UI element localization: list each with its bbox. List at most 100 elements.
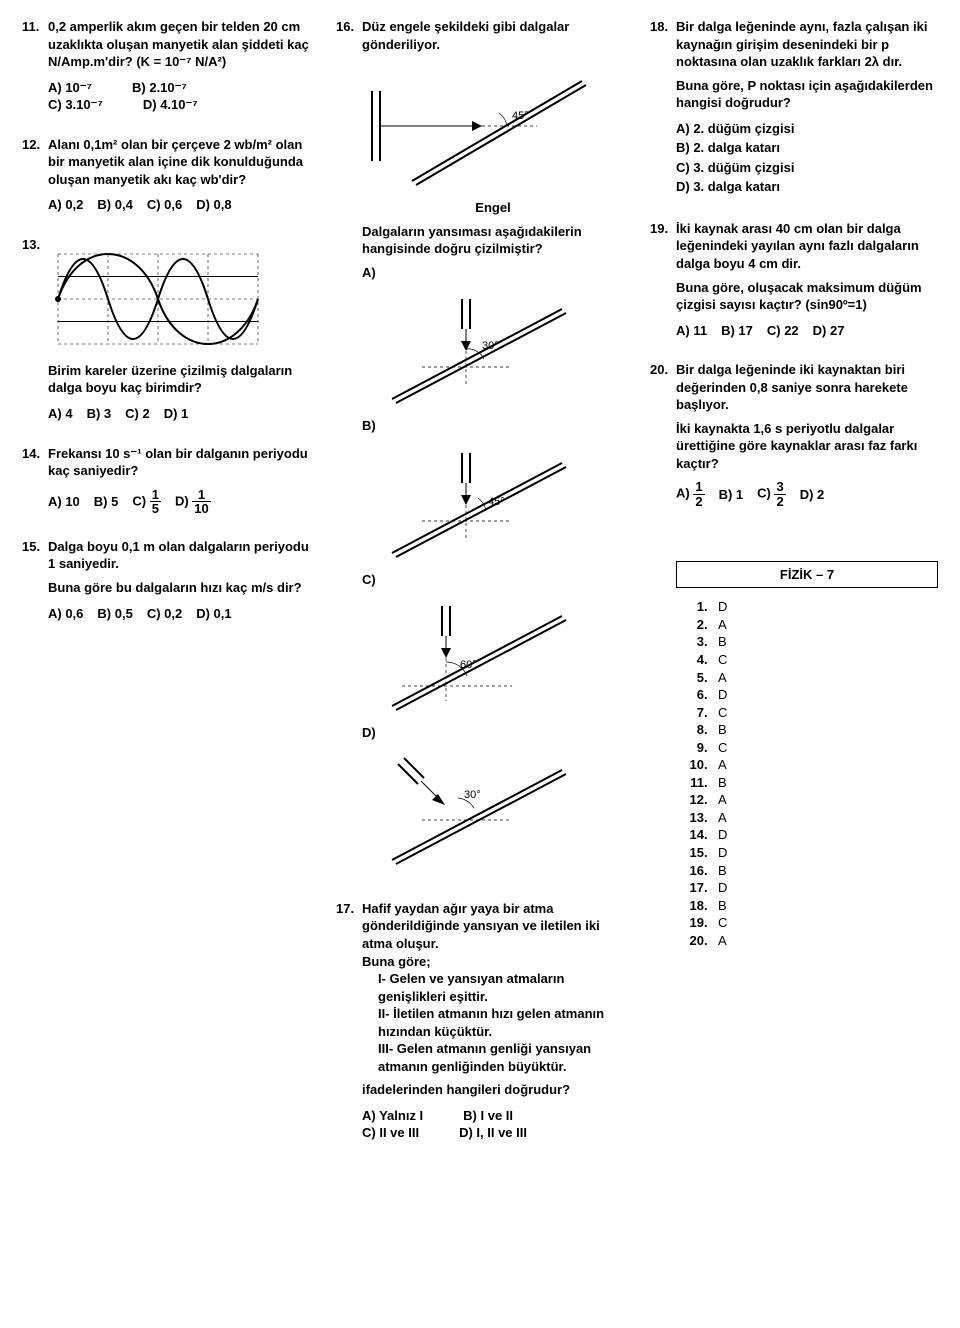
q16-opt-b-label: B) xyxy=(362,417,624,435)
answer-row: 3.B xyxy=(676,633,938,651)
q12-number: 12. xyxy=(22,136,48,214)
q18-opt-d: D) 3. dalga katarı xyxy=(676,178,938,196)
q14-opt-d: D) 110 xyxy=(175,488,211,516)
q18-opt-a: A) 2. düğüm çizgisi xyxy=(676,120,938,138)
q16-c-svg: 60° xyxy=(362,596,582,716)
answer-row: 13.A xyxy=(676,809,938,827)
q20-opt-c-frac: 32 xyxy=(774,480,785,508)
q16-b-svg: 45° xyxy=(362,443,582,563)
q16-a-angle: 30° xyxy=(482,340,499,352)
answer-row: 9.C xyxy=(676,739,938,757)
q17-opt-d: D) I, II ve III xyxy=(459,1124,527,1142)
question-17: 17. Hafif yaydan ağır yaya bir atma gönd… xyxy=(336,900,624,1142)
q11-text: 0,2 amperlik akım geçen bir telden 20 cm… xyxy=(48,18,310,71)
question-13: 13. xyxy=(22,236,310,423)
q19-opt-c: C) 22 xyxy=(767,322,799,340)
q14-opt-d-label: D) xyxy=(175,493,189,508)
q17-l2: Buna göre; xyxy=(362,953,624,971)
q11-opt-b: B) 2.10⁻⁷ xyxy=(132,79,187,97)
answer-key-list: 1.D2.A3.B4.C5.A6.D7.C8.B9.C10.A11.B12.A1… xyxy=(676,598,938,949)
q16-opt-c-figure: 60° xyxy=(362,596,624,716)
q17-l1: Hafif yaydan ağır yaya bir atma gönderil… xyxy=(362,900,624,953)
q16-number: 16. xyxy=(336,18,362,878)
page-columns: 11. 0,2 amperlik akım geçen bir telden 2… xyxy=(22,18,938,1164)
answer-row: 1.D xyxy=(676,598,938,616)
q14-options: A) 10 B) 5 C) 15 D) 110 xyxy=(48,488,310,516)
q19-body: İki kaynak arası 40 cm olan bir dalga le… xyxy=(676,220,938,339)
q16-opt-d-figure: 30° xyxy=(362,750,624,870)
question-20: 20. Bir dalga leğeninde iki kaynaktan bi… xyxy=(650,361,938,509)
q16-src-svg: 45° xyxy=(362,61,602,191)
q17-opt-a: A) Yalnız I xyxy=(362,1107,423,1125)
q19-l2: Buna göre, oluşacak maksimum düğüm çizgi… xyxy=(676,279,938,314)
q14-opt-a: A) 10 xyxy=(48,493,80,511)
q14-opt-c-frac: 15 xyxy=(150,488,161,516)
q11-opt-c: C) 3.10⁻⁷ xyxy=(48,96,103,114)
column-3: 18. Bir dalga leğeninde aynı, fazla çalı… xyxy=(650,18,938,1164)
answer-row: 15.D xyxy=(676,844,938,862)
question-18: 18. Bir dalga leğeninde aynı, fazla çalı… xyxy=(650,18,938,198)
q20-opt-d: D) 2 xyxy=(800,486,825,504)
q19-opt-d: D) 27 xyxy=(813,322,845,340)
q14-text: Frekansı 10 s⁻¹ olan bir dalganın periyo… xyxy=(48,445,310,480)
q13-opt-a: A) 4 xyxy=(48,405,73,423)
q14-opt-d-frac: 110 xyxy=(192,488,210,516)
q16-opt-c-label: C) xyxy=(362,571,624,589)
answer-row: 19.C xyxy=(676,914,938,932)
q12-text: Alanı 0,1m² olan bir çerçeve 2 wb/m² ola… xyxy=(48,136,310,189)
answer-row: 11.B xyxy=(676,774,938,792)
question-19: 19. İki kaynak arası 40 cm olan bir dalg… xyxy=(650,220,938,339)
q18-number: 18. xyxy=(650,18,676,198)
q14-opt-c: C) 15 xyxy=(132,488,161,516)
q16-source-figure: 45° xyxy=(362,61,624,191)
q17-opt-b: B) I ve II xyxy=(463,1107,513,1125)
answer-row: 14.D xyxy=(676,826,938,844)
question-12: 12. Alanı 0,1m² olan bir çerçeve 2 wb/m²… xyxy=(22,136,310,214)
q20-opt-a-frac: 12 xyxy=(693,480,704,508)
question-16: 16. Düz engele şekildeki gibi dalgalar g… xyxy=(336,18,624,878)
q19-number: 19. xyxy=(650,220,676,339)
q17-opt-c: C) II ve III xyxy=(362,1124,419,1142)
question-15: 15. Dalga boyu 0,1 m olan dalgaların per… xyxy=(22,538,310,622)
q17-number: 17. xyxy=(336,900,362,1142)
question-14: 14. Frekansı 10 s⁻¹ olan bir dalganın pe… xyxy=(22,445,310,516)
q19-opt-a: A) 11 xyxy=(676,322,707,340)
q20-opt-b: B) 1 xyxy=(719,486,744,504)
answer-row: 18.B xyxy=(676,897,938,915)
q15-line2: Buna göre bu dalgaların hızı kaç m/s dir… xyxy=(48,579,310,597)
answer-row: 10.A xyxy=(676,756,938,774)
q16-engel-label: Engel xyxy=(362,199,624,217)
answer-row: 6.D xyxy=(676,686,938,704)
q14-body: Frekansı 10 s⁻¹ olan bir dalganın periyo… xyxy=(48,445,310,516)
answer-row: 17.D xyxy=(676,879,938,897)
q17-body: Hafif yaydan ağır yaya bir atma gönderil… xyxy=(362,900,624,1142)
q15-line1: Dalga boyu 0,1 m olan dalgaların periyod… xyxy=(48,538,310,573)
q20-body: Bir dalga leğeninde iki kaynaktan biri d… xyxy=(676,361,938,509)
wave-grid-svg xyxy=(48,244,268,354)
q16-opt-a-figure: 30° xyxy=(362,289,624,409)
q20-l1: Bir dalga leğeninde iki kaynaktan biri d… xyxy=(676,361,938,414)
q17-i1: I- Gelen ve yansıyan atmaların genişlikl… xyxy=(362,970,624,1005)
column-1: 11. 0,2 amperlik akım geçen bir telden 2… xyxy=(22,18,310,1164)
q16-text: Düz engele şekildeki gibi dalgalar gönde… xyxy=(362,18,624,53)
q15-body: Dalga boyu 0,1 m olan dalgaların periyod… xyxy=(48,538,310,622)
answer-row: 4.C xyxy=(676,651,938,669)
q17-i3: III- Gelen atmanın genliği yansıyan atma… xyxy=(362,1040,624,1075)
q18-opt-c: C) 3. düğüm çizgisi xyxy=(676,159,938,177)
q18-options: A) 2. düğüm çizgisi B) 2. dalga katarı C… xyxy=(676,120,938,196)
q20-opt-c-label: C) xyxy=(757,486,771,501)
question-11: 11. 0,2 amperlik akım geçen bir telden 2… xyxy=(22,18,310,114)
q17-i2: II- İletilen atmanın hızı gelen atmanın … xyxy=(362,1005,624,1040)
q13-opt-c: C) 2 xyxy=(125,405,150,423)
q19-l1: İki kaynak arası 40 cm olan bir dalga le… xyxy=(676,220,938,273)
answer-key-title: FİZİK – 7 xyxy=(676,561,938,589)
q12-opt-a: A) 0,2 xyxy=(48,196,83,214)
q18-l2: Buna göre, P noktası için aşağıdakilerde… xyxy=(676,77,938,112)
q13-figure xyxy=(48,244,310,354)
q20-opt-a: A) 12 xyxy=(676,480,705,508)
q16-opt-b-figure: 45° xyxy=(362,443,624,563)
answer-row: 2.A xyxy=(676,616,938,634)
q13-number: 13. xyxy=(22,236,48,423)
answer-row: 8.B xyxy=(676,721,938,739)
column-2: 16. Düz engele şekildeki gibi dalgalar g… xyxy=(336,18,624,1164)
